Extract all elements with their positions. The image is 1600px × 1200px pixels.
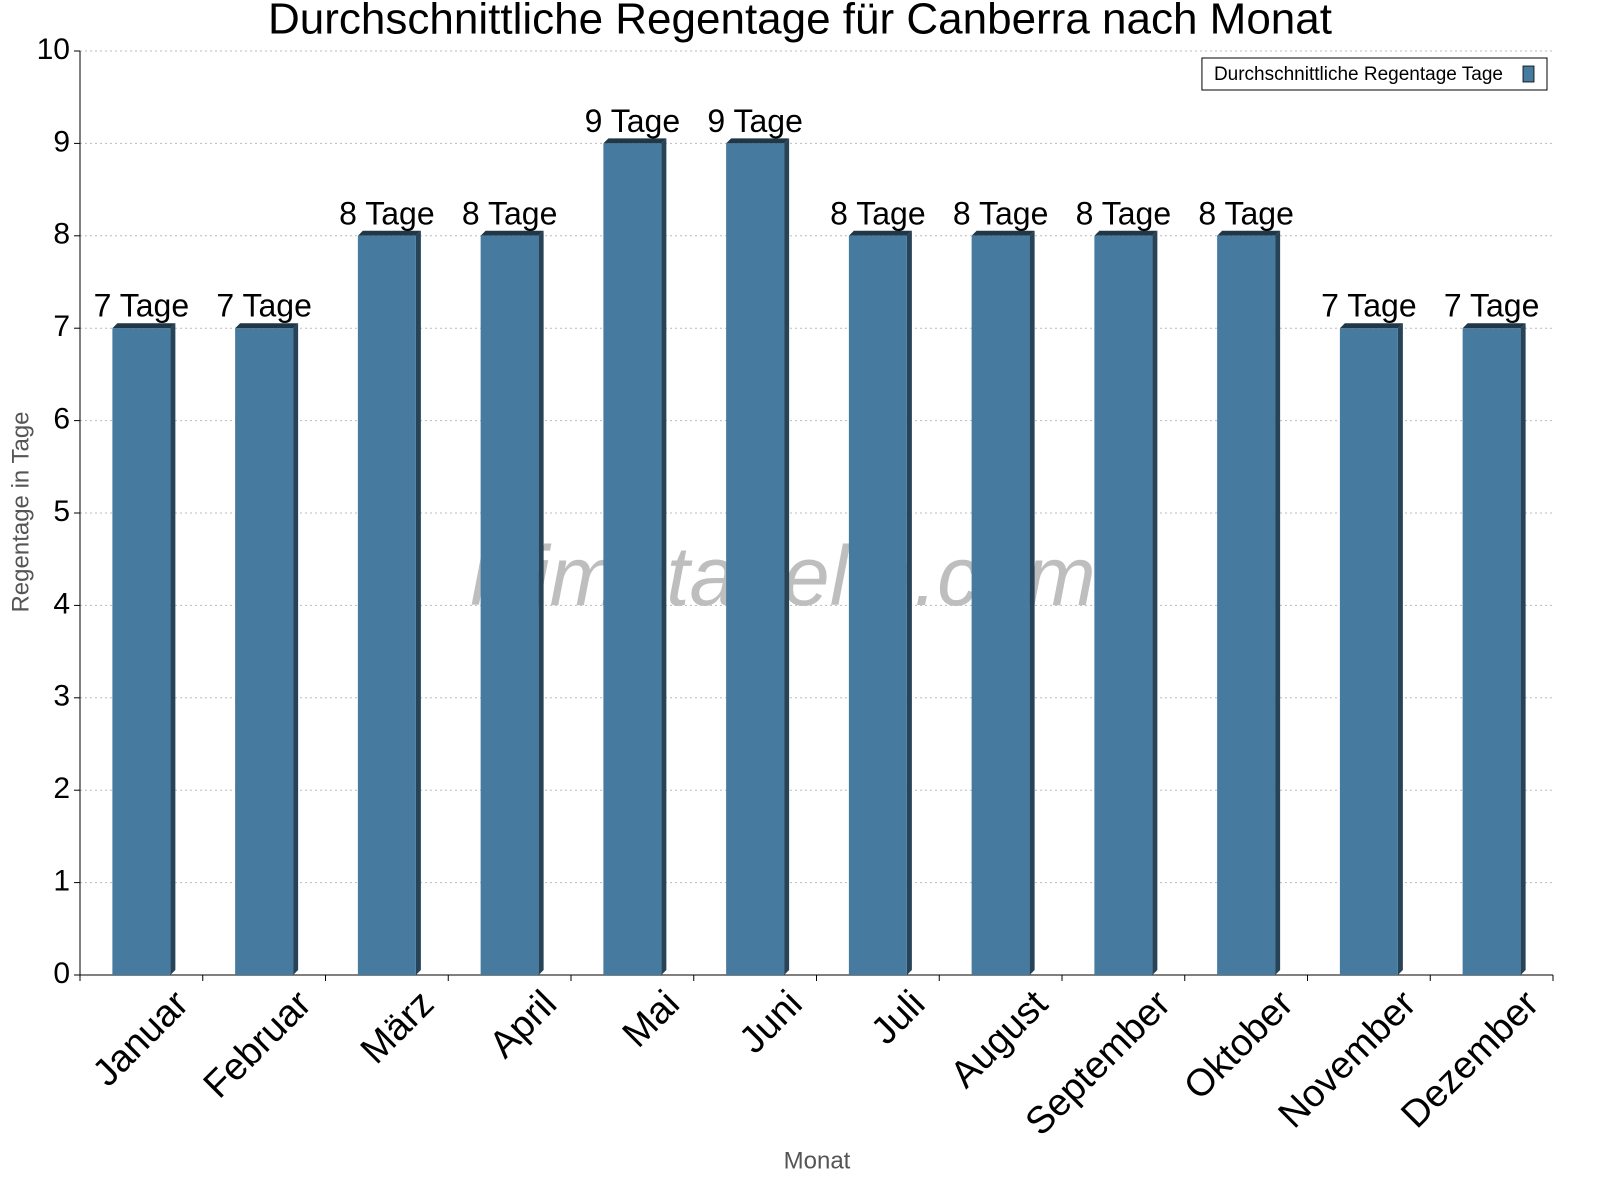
y-tick-label: 5 [53, 495, 70, 528]
bar-top [1339, 323, 1403, 329]
x-tick-label: Juli [863, 983, 933, 1053]
chart-title: Durchschnittliche Regentage für Canberra… [268, 0, 1332, 44]
bar-top [112, 323, 176, 329]
y-tick-label: 7 [53, 310, 70, 343]
value-label: 8 Tage [953, 195, 1049, 231]
bar [603, 143, 662, 975]
value-label: 7 Tage [216, 288, 312, 324]
x-tick-label: August [943, 982, 1057, 1096]
bar-top [1094, 230, 1158, 236]
value-label: 8 Tage [339, 195, 435, 231]
legend-box [1201, 57, 1548, 91]
bar-top [235, 323, 299, 329]
bar-side [1275, 230, 1281, 976]
y-tick-label: 0 [53, 957, 70, 990]
value-label: 8 Tage [462, 195, 558, 231]
bar-top [1462, 323, 1526, 329]
bar [1462, 328, 1521, 975]
y-tick-label: 2 [53, 772, 70, 805]
bar [971, 235, 1030, 976]
y-tick-label: 6 [53, 403, 70, 436]
x-tick-label: Februar [196, 983, 320, 1107]
value-label: 7 Tage [1321, 288, 1417, 324]
bar-side [415, 230, 421, 976]
y-tick-label: 4 [53, 587, 70, 620]
x-axis-label: Monat [784, 1147, 851, 1174]
x-tick-label: Juni [732, 983, 811, 1062]
bar-top [848, 230, 912, 236]
x-tick-label: Januar [85, 983, 197, 1095]
legend-label: Durchschnittliche Regentage Tage [1214, 64, 1503, 85]
bar [480, 235, 539, 976]
bar-side [170, 323, 176, 975]
bar-top [357, 230, 421, 236]
x-tick-label: März [353, 983, 442, 1072]
bar [1217, 235, 1276, 976]
bar [112, 328, 171, 975]
bar-top [1217, 230, 1281, 236]
bar [726, 143, 785, 975]
y-tick-label: 1 [53, 865, 70, 898]
x-tick-label: April [482, 983, 565, 1066]
bar-side [1397, 323, 1403, 975]
value-label: 8 Tage [1198, 195, 1294, 231]
value-label: 9 Tage [707, 103, 803, 139]
bar-side [1152, 230, 1158, 976]
value-label: 7 Tage [94, 288, 190, 324]
bar [357, 235, 416, 976]
bar-side [784, 138, 790, 975]
value-label: 8 Tage [1076, 195, 1172, 231]
bar-top [480, 230, 544, 236]
y-axis-label: Regentage in Tage [7, 411, 34, 612]
y-tick-label: 9 [53, 125, 70, 158]
bar-side [1029, 230, 1035, 976]
bar-side [906, 230, 912, 976]
value-label: 7 Tage [1444, 288, 1540, 324]
bar-top [971, 230, 1035, 236]
bar-side [538, 230, 544, 976]
x-tick-label: Oktober [1176, 983, 1302, 1109]
bar [235, 328, 294, 975]
bar [848, 235, 907, 976]
bar-top [726, 138, 790, 144]
value-label: 8 Tage [830, 195, 926, 231]
bar-top [603, 138, 667, 144]
bar [1339, 328, 1398, 975]
bar-side [1520, 323, 1526, 975]
legend-swatch [1522, 65, 1535, 83]
bar [1094, 235, 1153, 976]
y-tick-label: 10 [37, 33, 70, 66]
bar-side [293, 323, 299, 975]
bar-side [661, 138, 667, 975]
y-tick-label: 3 [53, 680, 70, 713]
x-tick-label: Mai [615, 983, 688, 1056]
value-label: 9 Tage [585, 103, 681, 139]
y-tick-label: 8 [53, 218, 70, 251]
